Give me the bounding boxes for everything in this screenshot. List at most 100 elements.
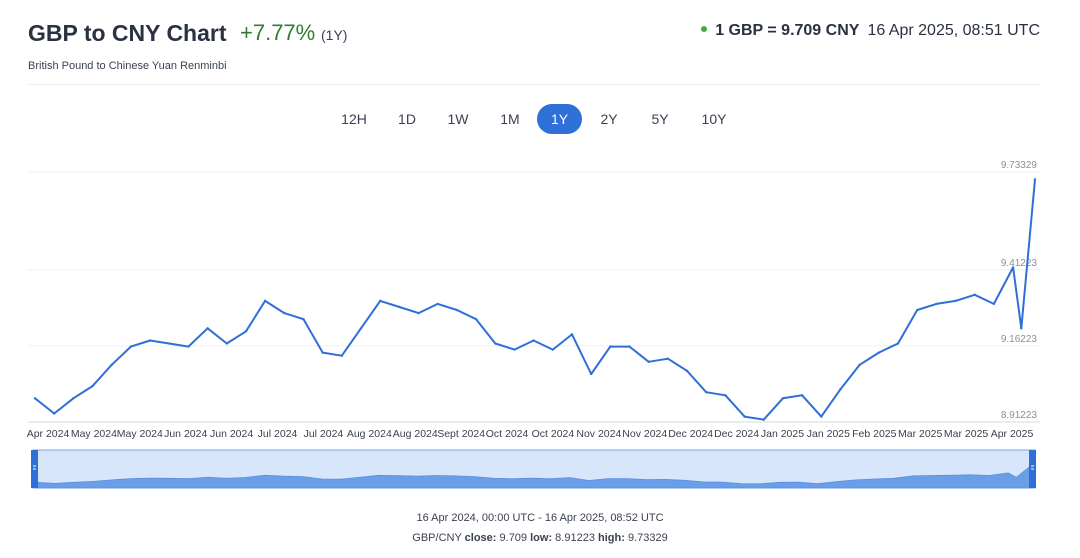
data-point [398, 305, 401, 309]
x-tick-label: Feb 2025 [852, 428, 897, 440]
data-point [168, 342, 171, 345]
change-percent: +7.77% [240, 20, 316, 45]
footer-high-value: 9.73329 [627, 532, 668, 544]
data-point [436, 302, 439, 306]
chart-header: GBP to CNY Chart +7.77% (1Y) 1 GBP = 9.7… [28, 18, 1040, 58]
x-tick-label: Oct 2024 [486, 428, 529, 440]
x-tick-label: Dec 2024 [668, 428, 713, 440]
x-tick-label: Apr 2024 [27, 428, 70, 440]
data-point [417, 311, 420, 315]
data-point [187, 345, 190, 348]
data-point [628, 345, 631, 348]
range-button-12h[interactable]: 12H [341, 111, 367, 127]
chart-subtitle: British Pound to Chinese Yuan Renminbi [28, 60, 227, 72]
footer-date-range: 16 Apr 2024, 00:00 UTC - 16 Apr 2025, 08… [416, 512, 664, 524]
footer-close-label: close: [464, 532, 497, 544]
data-point [551, 348, 555, 351]
data-point [321, 351, 324, 354]
y-tick-label: 9.16223 [1001, 334, 1038, 345]
chart-title: GBP to CNY Chart [28, 20, 227, 46]
data-point [455, 308, 459, 312]
data-point [225, 342, 228, 345]
data-point [33, 397, 37, 400]
range-button-10y[interactable]: 10Y [701, 111, 727, 127]
data-point [244, 330, 248, 333]
data-point [800, 394, 804, 397]
navigator-area [35, 465, 1031, 489]
data-point [148, 339, 152, 342]
range-button-5y[interactable]: 5Y [651, 111, 669, 127]
data-point [992, 302, 996, 306]
x-tick-label: Jun 2024 [164, 428, 207, 440]
range-button-2y[interactable]: 2Y [600, 111, 618, 127]
data-point [1033, 178, 1037, 181]
divider [28, 84, 1040, 85]
data-point [1011, 266, 1015, 269]
data-point [973, 293, 976, 296]
data-point [609, 345, 612, 348]
data-point [1020, 327, 1023, 330]
footer-low-value: 8.91223 [555, 532, 595, 544]
x-tick-label: Jun 2024 [210, 428, 253, 440]
footer-high-label: high: [598, 532, 625, 544]
data-point [915, 308, 919, 312]
data-point [724, 394, 727, 397]
x-tick-label: Jul 2024 [304, 428, 344, 440]
data-point [743, 415, 746, 418]
x-tick-label: Mar 2025 [944, 428, 989, 440]
range-navigator[interactable] [0, 448, 1080, 490]
data-point [513, 348, 516, 351]
data-point [589, 372, 593, 376]
data-point [110, 363, 113, 367]
rate-timestamp: 16 Apr 2025, 08:51 UTC [867, 22, 1040, 39]
live-rate: 1 GBP = 9.709 CNY 16 Apr 2025, 08:51 UTC [701, 22, 1040, 40]
data-point [954, 299, 957, 303]
data-point [762, 418, 765, 421]
data-point [570, 333, 574, 336]
data-point [896, 342, 900, 345]
x-tick-label: Sept 2024 [437, 428, 485, 440]
data-point [666, 357, 670, 360]
data-point [91, 384, 94, 388]
x-tick-label: Nov 2024 [576, 428, 621, 440]
live-dot-icon [701, 25, 708, 32]
rate-value: 1 GBP = 9.709 CNY [715, 22, 860, 39]
data-point [129, 345, 133, 348]
range-button-1m[interactable]: 1M [500, 111, 520, 127]
data-point [820, 415, 823, 418]
data-point [705, 391, 708, 394]
data-point [474, 317, 478, 321]
x-tick-label: Dec 2024 [714, 428, 759, 440]
data-point [283, 311, 286, 315]
footer-low-label: low: [530, 532, 553, 544]
range-button-1y[interactable]: 1Y [537, 104, 582, 134]
data-point [206, 327, 209, 330]
range-button-1w[interactable]: 1W [447, 111, 469, 127]
x-tick-label: Jan 2025 [761, 428, 804, 440]
footer-stats: GBP/CNY close: 9.709 low: 8.91223 high: … [0, 532, 1080, 544]
data-point [340, 354, 344, 357]
data-point [877, 351, 881, 354]
x-tick-label: Jul 2024 [258, 428, 298, 440]
x-tick-label: Jan 2025 [807, 428, 850, 440]
data-point [359, 327, 363, 330]
x-tick-label: Mar 2025 [898, 428, 943, 440]
data-point [532, 339, 535, 342]
data-point [935, 302, 938, 306]
data-point [494, 342, 497, 345]
data-point [72, 397, 75, 400]
x-tick-label: Apr 2025 [991, 428, 1034, 440]
x-tick-label: May 2024 [117, 428, 163, 440]
data-point [858, 363, 861, 367]
range-button-1d[interactable]: 1D [398, 111, 416, 127]
x-tick-label: Oct 2024 [532, 428, 575, 440]
data-point [52, 412, 56, 415]
data-point [302, 317, 305, 321]
change-period: (1Y) [321, 27, 348, 43]
x-tick-label: Nov 2024 [622, 428, 667, 440]
y-tick-label: 9.73329 [1001, 160, 1038, 171]
x-tick-label: May 2024 [71, 428, 117, 440]
data-point [379, 299, 382, 303]
data-point [685, 369, 689, 373]
